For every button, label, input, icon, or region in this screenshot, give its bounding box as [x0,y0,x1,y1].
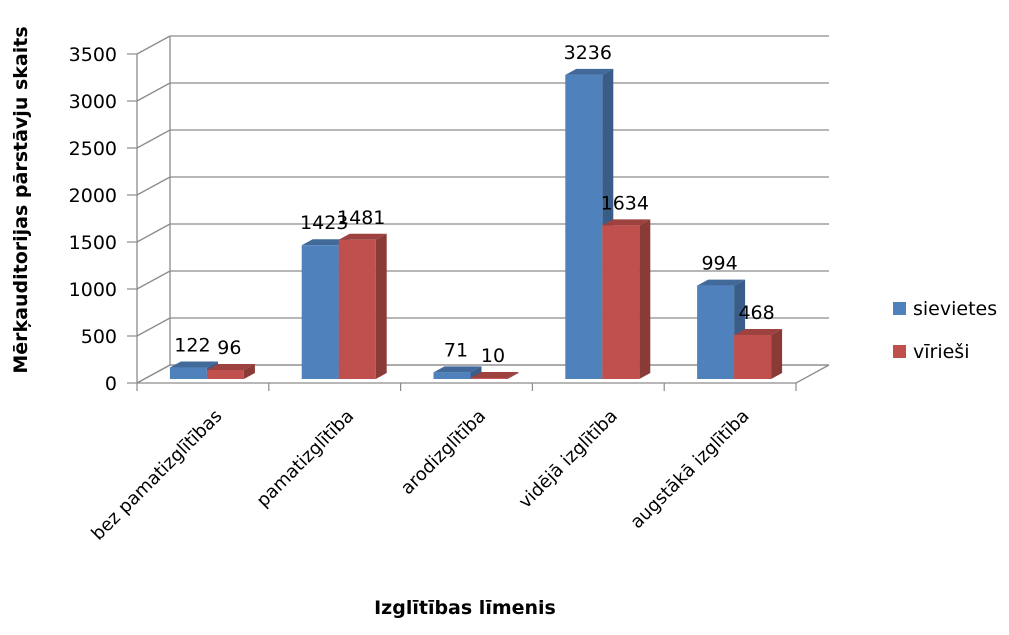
bar-side [243,363,255,379]
bar-top [565,68,614,75]
data-label: 468 [738,302,774,324]
y-tick-label: 1000 [69,279,117,301]
bar-top [602,219,651,226]
data-label: 1423 [300,212,348,234]
x-tick-label: vidējā izglītība [515,406,622,513]
bar-top [301,239,350,246]
bar-top [433,366,482,373]
x-tick-label: pamatizglītība [253,406,359,512]
x-tick-label: arodizglītība [397,406,490,499]
y-tick-label: 2000 [69,185,117,207]
data-label: 96 [217,337,241,359]
legend: sievietes vīrieši [893,298,997,363]
y-tick-label: 2500 [69,138,117,160]
x-tick-label: bez pamatizglītības [87,406,226,545]
bar-front [565,74,603,379]
x-axis-ticks: bez pamatizglītības pamatizglītība arodizg… [87,383,797,545]
data-label: 1634 [601,192,649,214]
bar [734,329,783,379]
bar-front [206,369,244,379]
floor [136,364,830,384]
bar-front [602,225,640,379]
bar [338,233,387,379]
bar-top [697,279,746,286]
bar-front [433,372,471,379]
side-wall-line [136,35,171,55]
bar [470,372,519,379]
data-label: 3236 [564,42,612,64]
y-tick-label: 0 [105,373,117,395]
bar-front [470,378,508,379]
bar-top [734,329,783,336]
legend-item: vīrieši [893,341,969,363]
side-wall-line [136,270,171,290]
y-tick-label: 1500 [69,232,117,254]
bar [206,363,255,379]
gridlines [136,35,830,384]
data-label: 10 [481,345,505,367]
bar-top [470,372,519,379]
data-label: 71 [444,339,468,361]
y-tick-label: 3000 [69,91,117,113]
bar-front [734,335,772,379]
bar [602,219,651,379]
side-wall-line [136,82,171,102]
y-tick-label: 3500 [69,44,117,66]
bar-front [301,245,339,379]
bar-top [206,363,255,370]
bar-front [697,285,735,379]
bar-front [169,367,207,379]
bars [169,68,783,379]
bar-side [470,366,482,379]
legend-swatch [893,302,906,315]
x-tick-label: augstākā izglītība [626,406,753,533]
bar-front [338,239,376,379]
y-tick-label: 500 [81,326,117,348]
data-label: 1481 [337,207,385,229]
legend-label: vīrieši [913,341,969,363]
bar-side [771,329,783,379]
bar-side [507,372,519,379]
side-wall-line [136,176,171,196]
legend-swatch [893,345,906,358]
y-axis-title: Mērķauditorijas pārstāvju skaits [10,26,32,373]
legend-item: sievietes [893,298,997,320]
bar-side [375,233,387,379]
bar-top [338,233,387,240]
data-label: 994 [701,253,737,275]
bar [433,366,482,379]
bar-top [169,361,218,368]
side-wall-line [136,129,171,149]
bar-side [639,219,651,379]
side-wall-line [136,223,171,243]
legend-label: sievietes [913,298,997,320]
x-axis-title: Izglītības līmenis [374,597,556,619]
y-axis-ticks: 0 500 1000 1500 2000 2500 3000 3500 [69,44,137,395]
data-label: 122 [174,335,210,357]
side-wall-line [136,317,171,337]
